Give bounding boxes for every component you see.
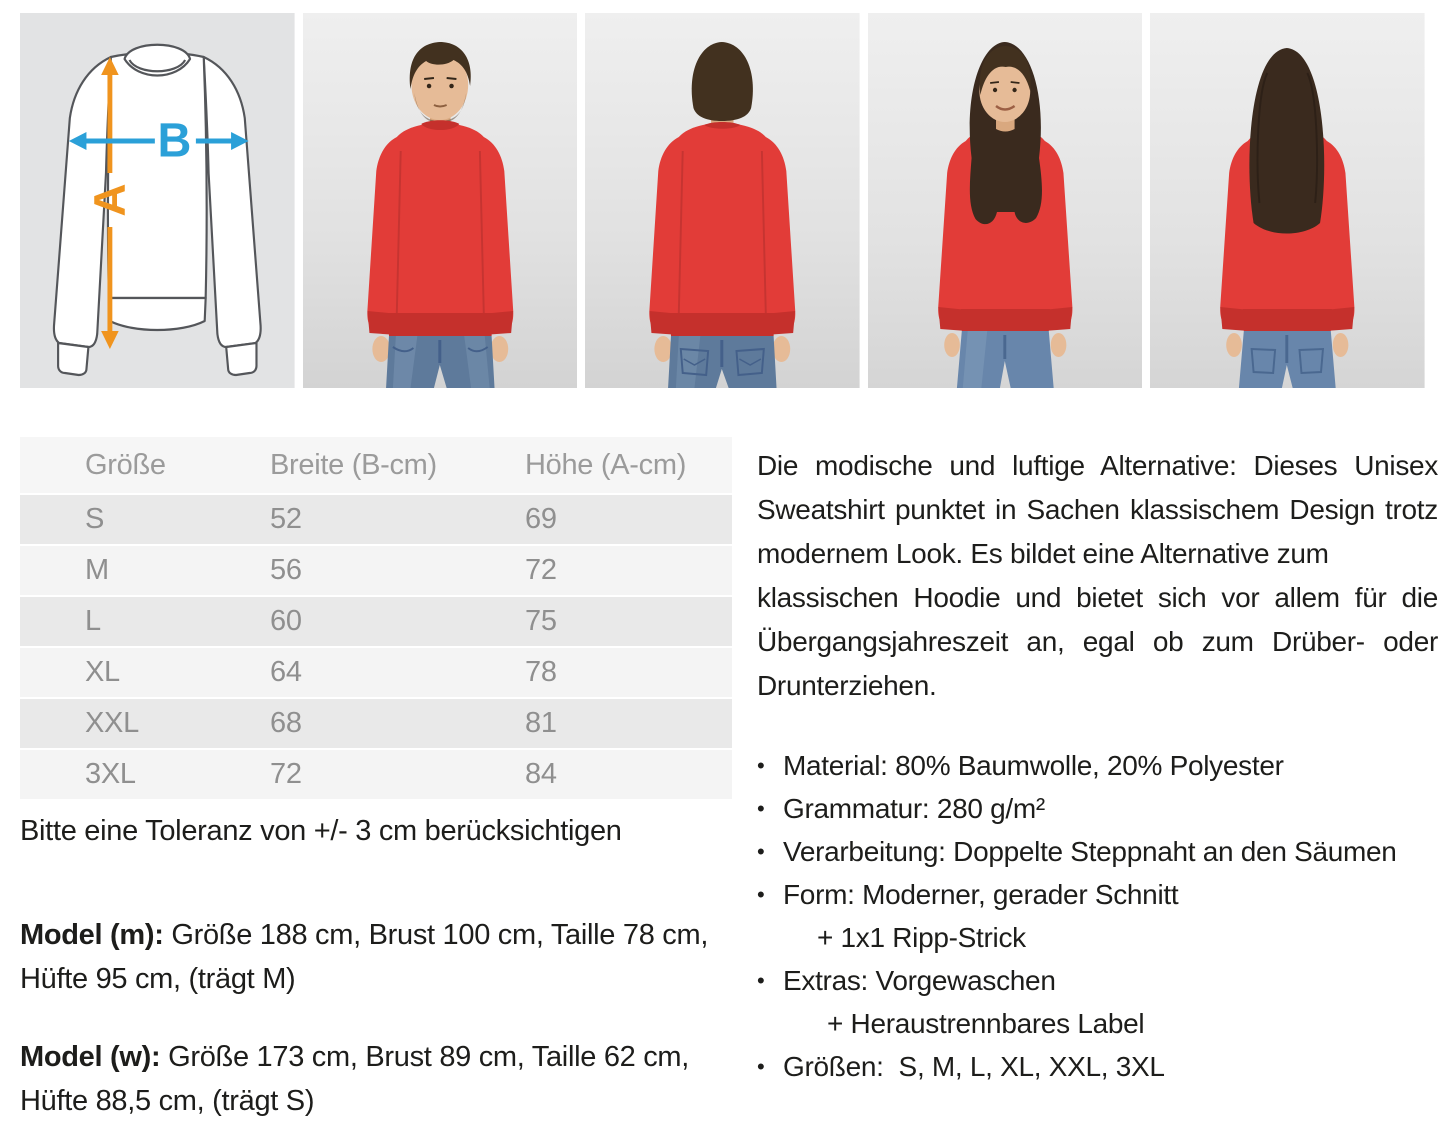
model-measurements: Größe 173 cm, Brust 89 cm, Taille 62 cm, (160, 1041, 690, 1073)
feature-item: • Grammatur: 280 g/m² (757, 787, 1438, 830)
size-cell: M (85, 554, 109, 586)
feature-text: Form: Moderner, gerader Schnitt (783, 879, 1179, 910)
column-header-height: Höhe (A-cm) (525, 449, 687, 481)
bullet-dot: • (757, 839, 765, 864)
sweatshirt-measurement-diagram: A B (20, 13, 295, 388)
column-header-size: Größe (85, 449, 166, 481)
bullet-dot: • (757, 796, 765, 821)
feature-text: + 1x1 Ripp-Strick (817, 922, 1026, 953)
female-model-back-photo (1150, 13, 1425, 388)
value-cell: 78 (525, 656, 557, 688)
size-chart-section: Größe Breite (B-cm) Höhe (A-cm) S 52 69 M 56… (20, 437, 732, 1123)
product-description-section: Die modische und luftige Alternative: Di… (757, 444, 1438, 1088)
feature-text: Verarbeitung: Doppelte Steppnaht an den … (783, 836, 1397, 867)
value-cell: 84 (525, 758, 557, 790)
bullet-dot: • (757, 1054, 765, 1079)
model-info-line: Hüfte 95 cm, (trägt M) (20, 963, 296, 995)
value-cell: 75 (525, 605, 557, 637)
description-line: Drunterziehen. (757, 670, 937, 701)
jeans-back-pockets (1250, 347, 1325, 375)
feature-text: Grammatur: 280 g/m² (783, 793, 1045, 824)
feature-list: • Material: 80% Baumwolle, 20% Polyester •… (757, 744, 1438, 1088)
feature-text: Material: 80% Baumwolle, 20% Polyester (783, 750, 1284, 781)
value-cell: 72 (270, 758, 302, 790)
value-cell: 56 (270, 554, 302, 586)
table-row: L 60 75 (20, 597, 732, 646)
description-line: Die modische und luftige Alternative: Di… (757, 450, 1438, 481)
female-model-front (937, 42, 1073, 388)
description-paragraph: Die modische und luftige Alternative: Di… (757, 444, 1438, 708)
description-line: Übergangsjahreszeit an, egal ob zum Drüb… (757, 626, 1438, 657)
column-header-width: Breite (B-cm) (270, 449, 437, 481)
size-cell: 3XL (85, 758, 136, 790)
measure-arrow-a: A (85, 57, 135, 349)
model-info-line: Model (w): Größe 173 cm, Brust 89 cm, Ta… (20, 1035, 732, 1079)
model-label: Model (m): (20, 919, 164, 951)
long-hair-back (1249, 48, 1325, 234)
size-diagram-panel: A B (20, 13, 295, 388)
bullet-dot: • (757, 882, 765, 907)
measure-label-a: A (85, 183, 135, 216)
feature-item: + 1x1 Ripp-Strick (757, 916, 1438, 959)
table-row: XXL 68 81 (20, 699, 732, 748)
jeans-back-pockets (679, 347, 766, 377)
photo-panel-woman-front (867, 13, 1143, 388)
model-info-female: Model (w): Größe 173 cm, Brust 89 cm, Ta… (20, 1035, 732, 1123)
bullet-dot: • (757, 968, 765, 993)
male-model-back-photo (585, 13, 860, 388)
feature-text: Extras: Vorgewaschen (783, 965, 1056, 996)
model-info-line: Model (m): Größe 188 cm, Brust 100 cm, T… (20, 913, 732, 957)
feature-item: • Extras: Vorgewaschen (757, 959, 1438, 1002)
size-cell: S (85, 503, 105, 535)
value-cell: 81 (525, 707, 557, 739)
value-cell: 72 (525, 554, 557, 586)
feature-item: • Verarbeitung: Doppelte Steppnaht an den… (757, 830, 1438, 873)
tolerance-note: Bitte eine Toleranz von +/- 3 cm berücks… (20, 815, 622, 847)
size-table: Größe Breite (B-cm) Höhe (A-cm) S 52 69 M 56… (20, 437, 732, 799)
smile (995, 104, 1016, 111)
feature-item: + Heraustrennbares Label (757, 1002, 1438, 1045)
feature-item: • Material: 80% Baumwolle, 20% Polyester (757, 744, 1438, 787)
bullet-spacer (791, 916, 817, 959)
photo-panel-man-back (585, 13, 860, 388)
product-image-strip: A B (20, 13, 1425, 388)
table-row: M 56 72 (20, 546, 732, 595)
feature-text: + Heraustrennbares Label (827, 1008, 1145, 1039)
description-line: Sweatshirt punktet in Sachen klassischem… (757, 494, 1438, 525)
table-row: 3XL 72 84 (20, 750, 732, 799)
model-info-line: Hüfte 88,5 cm, (trägt S) (20, 1085, 315, 1117)
description-line: modernem Look. Es bildet eine Alternativ… (757, 538, 1329, 569)
table-row: S 52 69 (20, 495, 732, 544)
model-measurements: Größe 188 cm, Brust 100 cm, Taille 78 cm… (163, 919, 709, 951)
value-cell: 69 (525, 503, 557, 535)
bullet-spacer (801, 1002, 827, 1045)
description-line: klassischen Hoodie und bietet sich vor a… (757, 582, 1438, 613)
female-model-back (1220, 48, 1355, 388)
model-label: Model (w): (20, 1041, 161, 1073)
photo-panel-man-front (302, 13, 578, 388)
table-header-row: Größe Breite (B-cm) Höhe (A-cm) (20, 437, 732, 493)
feature-text: Größen: S, M, L, XL, XXL, 3XL (783, 1051, 1165, 1082)
model-info-male: Model (m): Größe 188 cm, Brust 100 cm, T… (20, 913, 732, 1001)
female-model-front-photo (867, 13, 1143, 388)
photo-panel-woman-back (1150, 13, 1425, 388)
measure-arrow-b: B (68, 114, 249, 168)
male-model-back (649, 42, 796, 388)
male-model-front-photo (302, 13, 578, 388)
table-row: XL 64 78 (20, 648, 732, 697)
feature-item: • Größen: S, M, L, XL, XXL, 3XL (757, 1045, 1438, 1088)
size-cell: XXL (85, 707, 139, 739)
value-cell: 60 (270, 605, 302, 637)
value-cell: 68 (270, 707, 302, 739)
value-cell: 52 (270, 503, 302, 535)
size-cell: XL (85, 656, 120, 688)
size-cell: L (85, 605, 101, 637)
feature-item: • Form: Moderner, gerader Schnitt (757, 873, 1438, 916)
measure-label-b: B (157, 114, 191, 168)
male-model-front (366, 42, 513, 388)
value-cell: 64 (270, 656, 302, 688)
bullet-dot: • (757, 753, 765, 778)
